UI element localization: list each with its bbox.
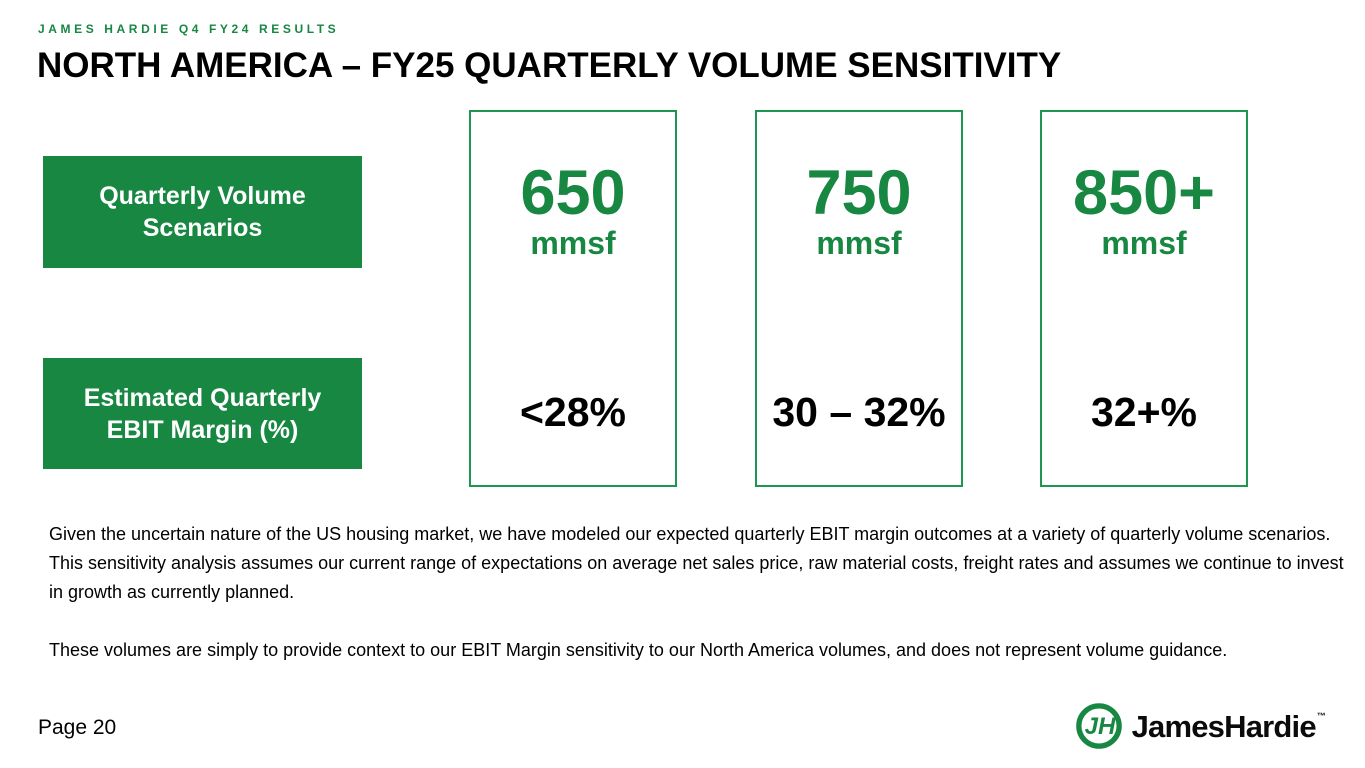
page-number: Page 20 bbox=[38, 716, 117, 739]
row-label-estimated-ebit-margin: Estimated Quarterly EBIT Margin (%) bbox=[43, 358, 362, 469]
trademark-symbol: ™ bbox=[1316, 710, 1326, 721]
logo-wordmark: JamesHardie™ bbox=[1131, 708, 1326, 744]
ebit-margin-value: 30 – 32% bbox=[772, 389, 946, 435]
volume-unit: mmsf bbox=[1101, 225, 1187, 261]
scenario-box-850plus: 850+ mmsf 32+% bbox=[1040, 110, 1248, 487]
commentary-paragraph-2: These volumes are simply to provide cont… bbox=[49, 640, 1228, 660]
jh-monogram-letters: JH bbox=[1084, 713, 1115, 740]
jh-monogram-icon: JH bbox=[1075, 703, 1122, 749]
logo-wordmark-text: JamesHardie bbox=[1131, 708, 1317, 744]
commentary-paragraph-1: Given the uncertain nature of the US hou… bbox=[49, 524, 1349, 602]
ebit-margin-value: <28% bbox=[519, 389, 626, 435]
volume-value: 650 bbox=[520, 158, 626, 228]
volume-value: 750 bbox=[806, 158, 912, 228]
volume-unit: mmsf bbox=[816, 225, 902, 261]
scenario-box-650: 650 mmsf <28% bbox=[469, 110, 677, 487]
volume-value: 850+ bbox=[1073, 158, 1215, 228]
commentary: Given the uncertain nature of the US hou… bbox=[49, 520, 1353, 694]
deck-eyebrow: JAMES HARDIE Q4 FY24 RESULTS bbox=[38, 22, 340, 36]
volume-unit: mmsf bbox=[530, 225, 616, 261]
row-label-volume-text: Quarterly Volume Scenarios bbox=[99, 182, 306, 242]
ebit-margin-value: 32+% bbox=[1090, 389, 1197, 435]
james-hardie-logo: JH JamesHardie™ bbox=[1075, 702, 1326, 750]
scenario-box-750: 750 mmsf 30 – 32% bbox=[755, 110, 963, 487]
row-label-ebit-text: Estimated Quarterly EBIT Margin (%) bbox=[83, 383, 322, 444]
row-label-quarterly-volume-scenarios: Quarterly Volume Scenarios bbox=[43, 156, 362, 268]
page-title: NORTH AMERICA – FY25 QUARTERLY VOLUME SE… bbox=[37, 46, 1062, 85]
